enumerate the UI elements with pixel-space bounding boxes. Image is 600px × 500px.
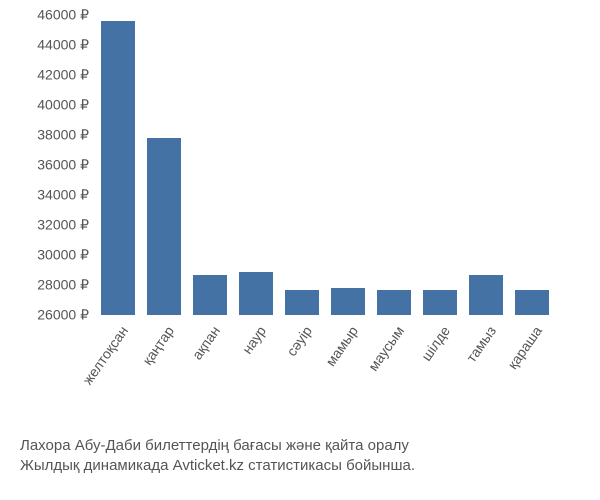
bar-slot <box>233 15 279 315</box>
bar <box>515 290 549 316</box>
x-label-slot: сәуір <box>279 317 325 437</box>
y-tick-label: 40000 ₽ <box>37 97 95 114</box>
bar <box>469 275 503 316</box>
bar-slot <box>325 15 371 315</box>
plot-area: 26000 ₽28000 ₽30000 ₽32000 ₽34000 ₽36000… <box>95 15 555 315</box>
y-tick-label: 32000 ₽ <box>37 217 95 234</box>
x-tick-label: қараша <box>504 323 545 372</box>
x-label-slot: наур <box>233 317 279 437</box>
x-label-slot: қараша <box>509 317 555 437</box>
x-tick-label: желтоқсан <box>79 323 131 388</box>
x-tick-label: шілде <box>418 323 453 364</box>
y-tick-label: 38000 ₽ <box>37 127 95 144</box>
bar <box>193 275 227 316</box>
bar <box>377 290 411 316</box>
bar-slot <box>509 15 555 315</box>
y-tick-label: 36000 ₽ <box>37 157 95 174</box>
bar <box>239 272 273 316</box>
bar <box>423 290 457 316</box>
bar-slot <box>463 15 509 315</box>
x-label-slot: ақпан <box>187 317 233 437</box>
bar-slot <box>95 15 141 315</box>
bar-slot <box>371 15 417 315</box>
y-tick-label: 26000 ₽ <box>37 307 95 324</box>
x-label-slot: мамыр <box>325 317 371 437</box>
x-tick-label: ақпан <box>189 323 223 362</box>
y-tick-label: 42000 ₽ <box>37 67 95 84</box>
x-label-slot: қаңтар <box>141 317 187 437</box>
y-tick-label: 34000 ₽ <box>37 187 95 204</box>
bar-slot <box>279 15 325 315</box>
bar <box>147 138 181 315</box>
y-tick-label: 30000 ₽ <box>37 247 95 264</box>
x-label-slot: тамыз <box>463 317 509 437</box>
x-tick-label: қаңтар <box>139 323 177 368</box>
bars-container <box>95 15 555 315</box>
x-tick-label: мамыр <box>322 323 361 369</box>
bar-slot <box>417 15 463 315</box>
bar <box>285 290 319 316</box>
x-tick-label: тамыз <box>463 323 499 365</box>
x-label-slot: желтоқсан <box>95 317 141 437</box>
caption-line-1: Лахора Абу-Даби билеттердің бағасы және … <box>20 436 415 456</box>
x-tick-label: сәуір <box>283 323 315 359</box>
caption: Лахора Абу-Даби билеттердің бағасы және … <box>20 436 415 477</box>
x-tick-label: наур <box>239 323 269 357</box>
bar <box>331 288 365 315</box>
caption-line-2: Жылдық динамикада Avticket.kz статистика… <box>20 456 415 476</box>
y-tick-label: 28000 ₽ <box>37 277 95 294</box>
x-label-slot: шілде <box>417 317 463 437</box>
price-bar-chart: 26000 ₽ 28000 ₽ 30000 ₽ 32000 ₽ 34000 ₽ 36000… <box>0 0 600 500</box>
x-tick-label: маусым <box>365 323 407 374</box>
x-label-slot: маусым <box>371 317 417 437</box>
bar-slot <box>141 15 187 315</box>
bar-slot <box>187 15 233 315</box>
y-tick-label: 46000 ₽ <box>37 7 95 24</box>
y-tick-label: 44000 ₽ <box>37 37 95 54</box>
bar <box>101 21 135 315</box>
x-axis-labels: желтоқсанқаңтарақпаннаурсәуірмамырмаусым… <box>95 317 555 437</box>
